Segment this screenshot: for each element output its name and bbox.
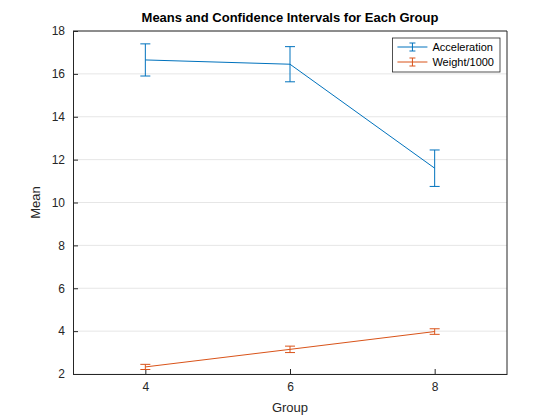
tick-mark — [73, 374, 78, 375]
tick: 14 — [52, 110, 78, 124]
legend-icon — [397, 58, 427, 66]
grid-line — [73, 116, 507, 117]
tick-label: 4 — [58, 324, 65, 338]
grid-line — [73, 202, 507, 203]
error-bar — [140, 364, 150, 369]
tick-mark — [435, 369, 436, 374]
tick-mark — [73, 74, 78, 75]
tick: 6 — [58, 282, 78, 296]
frame — [73, 31, 507, 32]
plot-data — [140, 44, 439, 370]
tick: 4 — [142, 369, 149, 394]
grid-line — [73, 245, 507, 246]
tick: 10 — [52, 196, 78, 210]
grid-line — [73, 288, 507, 289]
error-bar — [430, 329, 440, 335]
tick-label: 4 — [142, 380, 149, 394]
frame — [507, 31, 508, 374]
error-bar — [140, 44, 150, 76]
tick: 8 — [58, 239, 78, 253]
tick-mark — [73, 160, 78, 161]
axis-line — [74, 374, 508, 375]
grid-line — [73, 331, 507, 332]
grid-line — [73, 31, 507, 32]
legend-box — [392, 38, 500, 72]
tick-label: 6 — [58, 282, 65, 296]
legend-icon — [397, 43, 427, 51]
tick: 4 — [58, 324, 78, 338]
tick-mark — [73, 245, 78, 246]
tick-label: 8 — [432, 380, 439, 394]
tick-mark — [73, 288, 78, 289]
y-axis: 2 4 6 8 10 12 14 16 18 — [52, 24, 78, 381]
tick-mark — [290, 369, 291, 374]
chart: 4 6 8 2 4 6 8 10 12 14 16 18 Acceleration Weight/1000… — [0, 0, 560, 420]
grid-line — [73, 159, 507, 160]
background — [0, 0, 560, 420]
tick-label: 18 — [52, 24, 66, 38]
tick: 6 — [287, 369, 294, 394]
tick-label: 12 — [52, 153, 66, 167]
x-axis: 4 6 8 — [74, 369, 508, 394]
tick: 16 — [52, 67, 78, 81]
legend-label: Acceleration — [432, 41, 493, 53]
tick-mark — [73, 331, 78, 332]
series-line — [145, 332, 434, 367]
tick-mark — [73, 203, 78, 204]
tick-label: 14 — [52, 110, 66, 124]
tick-label: 16 — [52, 67, 66, 81]
y-axis-title: Mean — [28, 186, 43, 219]
axes: 4 6 8 2 4 6 8 10 12 14 16 18 Acceleration Weight/1000 — [52, 24, 508, 393]
tick: 12 — [52, 153, 78, 167]
tick-label: 10 — [52, 196, 66, 210]
tick-label: 8 — [58, 239, 65, 253]
error-bar — [285, 346, 295, 352]
plot-area — [73, 31, 507, 374]
grid — [73, 31, 507, 374]
error-bar — [430, 150, 440, 186]
tick-label: 6 — [287, 380, 294, 394]
x-axis-title: Group — [272, 400, 308, 415]
tick-label: 2 — [58, 367, 65, 381]
tick-mark — [73, 117, 78, 118]
tick: 8 — [432, 369, 439, 394]
legend: Acceleration Weight/1000 — [392, 38, 500, 72]
error-bar — [285, 47, 295, 82]
legend-label: Weight/1000 — [432, 56, 494, 68]
title: Means and Confidence Intervals for Each … — [142, 10, 439, 25]
tick: 2 — [58, 367, 78, 381]
